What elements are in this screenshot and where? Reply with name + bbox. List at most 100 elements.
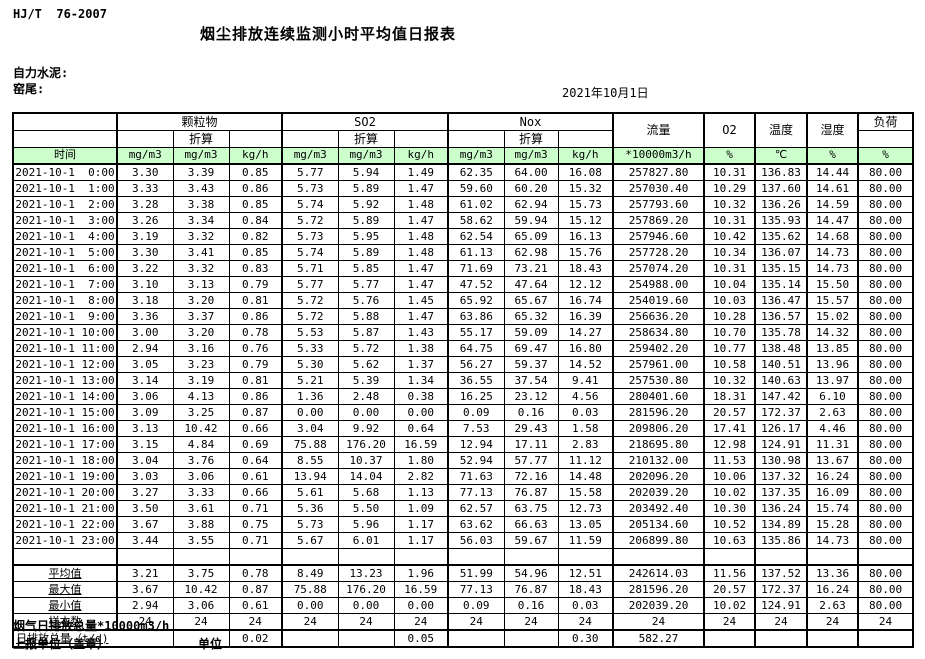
table-row: 2021-10-1 9:00 3.36 3.37 0.86 5.72 5.88 1.47 63… — [12, 308, 914, 325]
value-cell: 202096.20 — [612, 468, 706, 485]
value-cell: 75.88 — [281, 436, 339, 453]
value-cell: 7.53 — [447, 420, 505, 437]
unit-kgh: kg/h — [393, 146, 450, 165]
value-cell: 69.47 — [503, 340, 559, 357]
value-cell: 242614.03 — [612, 564, 706, 582]
table-row: 2021-10-1 13:00 3.14 3.19 0.81 5.21 5.39 1.34 3… — [12, 372, 914, 389]
table-row: 2021-10-1 7:00 3.10 3.13 0.79 5.77 5.77 1.47 47… — [12, 276, 914, 293]
value-cell: 80.00 — [857, 356, 914, 373]
value-cell: 9.92 — [337, 420, 395, 437]
value-cell: 0.16 — [503, 404, 559, 421]
value-cell: 0.79 — [228, 276, 283, 293]
value-cell: 5.94 — [337, 163, 395, 181]
value-cell: 10.34 — [703, 244, 757, 261]
value-cell: 5.61 — [281, 484, 339, 501]
value-cell: 5.36 — [281, 500, 339, 517]
value-cell: 1.58 — [557, 420, 615, 437]
col-humidity: 湿度 — [806, 112, 860, 148]
value-cell: 1.37 — [393, 356, 450, 373]
value-cell: 24 — [557, 613, 615, 631]
value-cell: 5.96 — [337, 516, 395, 533]
empty-cell — [447, 548, 505, 566]
table-row: 2021-10-1 22:00 3.67 3.88 0.75 5.73 5.96 1.17 6… — [12, 516, 914, 533]
value-cell: 10.42 — [703, 228, 757, 245]
value-cell: 3.41 — [172, 244, 230, 261]
converted-label: 折算 — [172, 129, 230, 148]
value-cell: 1.49 — [393, 163, 450, 181]
value-cell: 3.67 — [116, 516, 174, 533]
value-cell: 0.81 — [228, 292, 283, 309]
value-cell: 172.37 — [754, 581, 809, 598]
value-cell: 80.00 — [857, 340, 914, 357]
value-cell: 51.99 — [447, 564, 505, 582]
table-row: 2021-10-1 8:00 3.18 3.20 0.81 5.72 5.76 1.45 65… — [12, 292, 914, 309]
value-cell: 0.66 — [228, 420, 283, 437]
time-cell: 2021-10-1 19:00 — [12, 468, 118, 485]
value-cell: 3.28 — [116, 196, 174, 213]
value-cell: 0.00 — [281, 597, 339, 614]
value-cell: 80.00 — [857, 532, 914, 549]
value-cell: 24 — [281, 613, 339, 631]
value-cell: 3.06 — [116, 388, 174, 405]
value-cell: 10.52 — [703, 516, 757, 533]
value-cell: 23.12 — [503, 388, 559, 405]
value-cell: 257961.00 — [612, 356, 706, 373]
value-cell: 80.00 — [857, 276, 914, 293]
value-cell: 4.84 — [172, 436, 230, 453]
value-cell: 15.50 — [806, 276, 860, 293]
value-cell: 15.74 — [806, 500, 860, 517]
value-cell: 37.54 — [503, 372, 559, 389]
value-cell: 257827.80 — [612, 163, 706, 181]
value-cell — [857, 629, 914, 648]
value-cell: 5.53 — [281, 324, 339, 341]
value-cell: 10.02 — [703, 597, 757, 614]
value-cell: 65.92 — [447, 292, 505, 309]
converted-header-row: 折算 折算 折算 — [12, 129, 913, 148]
value-cell: 3.37 — [172, 308, 230, 325]
value-cell: 63.62 — [447, 516, 505, 533]
value-cell: 136.83 — [754, 163, 809, 181]
empty-cell — [754, 548, 809, 566]
report-date: 2021年10月1日 — [562, 86, 649, 100]
value-cell — [281, 629, 339, 648]
value-cell: 3.36 — [116, 308, 174, 325]
value-cell: 80.00 — [857, 292, 914, 309]
value-cell: 15.32 — [557, 180, 615, 197]
value-cell: 124.91 — [754, 436, 809, 453]
value-cell: 257030.40 — [612, 180, 706, 197]
value-cell: 71.69 — [447, 260, 505, 277]
value-cell: 4.46 — [806, 420, 860, 437]
table-row: 2021-10-1 2:00 3.28 3.38 0.85 5.74 5.92 1.48 61… — [12, 196, 914, 213]
value-cell: 3.15 — [116, 436, 174, 453]
value-cell: 24 — [337, 613, 395, 631]
time-cell: 2021-10-1 3:00 — [12, 212, 118, 229]
value-cell: 3.33 — [172, 484, 230, 501]
value-cell: 24 — [172, 613, 230, 631]
value-cell: 1.36 — [281, 388, 339, 405]
value-cell: 80.00 — [857, 324, 914, 341]
value-cell: 176.20 — [337, 436, 395, 453]
value-cell: 80.00 — [857, 404, 914, 421]
value-cell: 202039.20 — [612, 484, 706, 501]
value-cell: 3.04 — [281, 420, 339, 437]
empty-cell — [116, 548, 174, 566]
time-cell: 2021-10-1 12:00 — [12, 356, 118, 373]
value-cell: 0.83 — [228, 260, 283, 277]
value-cell: 3.25 — [172, 404, 230, 421]
value-cell: 11.53 — [703, 452, 757, 469]
value-cell: 80.00 — [857, 388, 914, 405]
value-cell: 3.14 — [116, 372, 174, 389]
value-cell: 0.64 — [393, 420, 450, 437]
value-cell: 1.80 — [393, 452, 450, 469]
value-cell: 9.41 — [557, 372, 615, 389]
value-cell: 15.57 — [806, 292, 860, 309]
value-cell: 59.60 — [447, 180, 505, 197]
table-row: 2021-10-1 0:00 3.30 3.39 0.85 5.77 5.94 1.49 62… — [12, 163, 914, 181]
value-cell: 3.75 — [172, 564, 230, 582]
value-cell: 20.57 — [703, 404, 757, 421]
value-cell: 0.76 — [228, 340, 283, 357]
report-table: 颗粒物 SO2 Nox 流量 O2 温度 湿度 负荷 折算 折算 折算 — [12, 112, 915, 648]
value-cell: 582.27 — [612, 629, 706, 648]
empty-cell — [612, 548, 706, 566]
value-cell: 3.32 — [172, 260, 230, 277]
